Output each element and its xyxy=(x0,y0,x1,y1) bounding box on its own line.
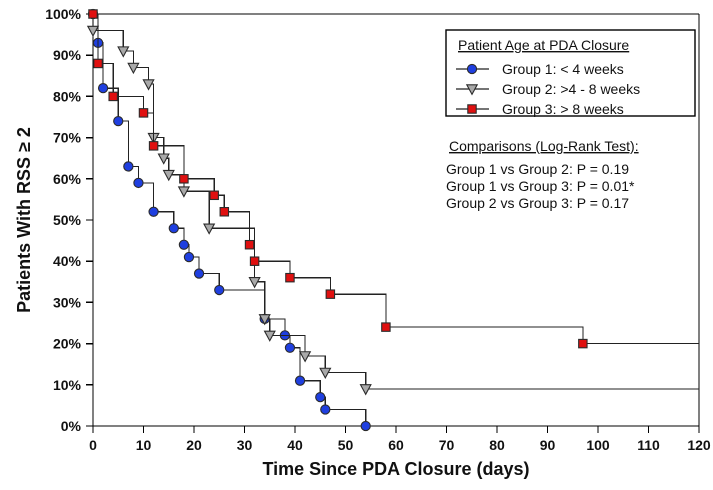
y-tick-label: 30% xyxy=(53,294,82,310)
series-line-group-3 xyxy=(93,13,699,345)
group-3-point xyxy=(138,108,149,118)
group-2-point xyxy=(157,153,170,165)
group-2-point xyxy=(359,384,372,396)
x-axis-title: Time Since PDA Closure (days) xyxy=(262,459,529,479)
group-2-point xyxy=(86,25,100,38)
x-tick-label: 20 xyxy=(186,437,202,453)
group-3-point xyxy=(249,256,260,266)
y-axis-title: Patients With RSS ≥ 2 xyxy=(14,127,34,313)
group-3-point xyxy=(381,322,391,332)
group-1-point xyxy=(193,268,205,279)
y-tick-label: 100% xyxy=(45,6,81,22)
group-1-point xyxy=(320,404,331,415)
x-tick-label: 80 xyxy=(489,437,505,453)
group-3-point xyxy=(578,338,588,349)
group-3-point xyxy=(219,207,230,217)
y-tick-label: 80% xyxy=(53,88,82,104)
series-group-1 xyxy=(87,8,371,432)
y-tick-label: 60% xyxy=(53,171,82,187)
group-3-point xyxy=(148,141,159,151)
y-tick-label: 40% xyxy=(53,253,82,269)
group-3-point xyxy=(285,272,295,283)
group-2-point xyxy=(258,314,271,326)
comparisons-block: Comparisons (Log-Rank Test): Group 1 vs G… xyxy=(446,138,639,211)
group-2-point xyxy=(248,277,261,289)
legend: Patient Age at PDA Closure Group 1: < 4 w… xyxy=(445,29,696,117)
axes: 0% 10% 20% 30% 40% 50% 60% 70% 80% 90% 100% 0 10 20 30… xyxy=(45,6,711,453)
legend-marker-group-2 xyxy=(465,84,479,96)
legend-label-group-3: Group 3: > 8 weeks xyxy=(502,101,624,117)
x-tick-label: 120 xyxy=(687,437,711,453)
series-group-2 xyxy=(86,25,699,396)
legend-label-group-2: Group 2: >4 - 8 weeks xyxy=(502,81,640,97)
group-1-point xyxy=(113,115,124,127)
group-1-point xyxy=(148,206,159,217)
group-2-point xyxy=(319,367,332,379)
group-1-point xyxy=(97,83,109,94)
legend-marker-group-1 xyxy=(466,63,478,75)
group-3-point xyxy=(244,239,255,250)
group-1-point xyxy=(214,284,225,296)
y-tick-label: 20% xyxy=(53,336,82,352)
group-1-point xyxy=(133,177,144,189)
comparison-line-1: Group 1 vs Group 2: P = 0.19 xyxy=(446,161,629,177)
x-tick-label: 30 xyxy=(237,437,253,453)
x-tick-label: 100 xyxy=(586,437,610,453)
group-3-point xyxy=(108,91,118,102)
x-tick-label: 10 xyxy=(136,437,152,453)
group-3-point xyxy=(179,174,189,184)
group-2-point xyxy=(203,223,216,235)
y-tick-label: 10% xyxy=(53,377,82,393)
series-layer xyxy=(86,8,699,432)
comparison-line-2: Group 1 vs Group 3: P = 0.01* xyxy=(446,178,635,194)
x-tick-label: 50 xyxy=(338,437,354,453)
group-2-point xyxy=(298,351,312,363)
group-3-point xyxy=(209,190,219,201)
x-tick-label: 90 xyxy=(540,437,556,453)
x-tick-label: 0 xyxy=(89,437,97,453)
group-3-point xyxy=(325,289,336,299)
group-3-point xyxy=(93,58,103,69)
group-2-point xyxy=(127,62,140,75)
y-tick-label: 0% xyxy=(61,418,82,434)
x-tick-label: 40 xyxy=(287,437,303,453)
y-tick-label: 90% xyxy=(53,47,82,63)
y-tick-label: 70% xyxy=(53,130,82,146)
series-group-3 xyxy=(88,9,699,349)
group-1-point xyxy=(360,420,371,432)
group-1-point xyxy=(315,392,326,403)
group-2-point xyxy=(263,330,276,342)
group-1-point xyxy=(294,375,306,386)
x-tick-label: 70 xyxy=(439,437,455,453)
legend-title: Patient Age at PDA Closure xyxy=(458,37,629,53)
chart-frame xyxy=(93,13,700,426)
comparison-line-3: Group 2 vs Group 3: P = 0.17 xyxy=(446,195,629,211)
group-1-point xyxy=(178,239,190,250)
legend-label-group-1: Group 1: < 4 weeks xyxy=(502,61,624,77)
y-tick-label: 50% xyxy=(53,212,82,228)
group-2-point xyxy=(162,169,175,182)
legend-marker-group-3 xyxy=(467,104,477,114)
legend-box xyxy=(445,29,696,117)
group-1-point xyxy=(168,223,179,234)
x-tick-label: 60 xyxy=(388,437,404,453)
comparisons-title: Comparisons (Log-Rank Test): xyxy=(449,138,639,154)
group-2-point xyxy=(142,79,155,91)
group-1-point xyxy=(183,251,195,263)
group-2-point xyxy=(117,46,130,58)
x-tick-label: 110 xyxy=(637,437,660,453)
group-2-point xyxy=(177,186,191,198)
group-1-point xyxy=(123,161,134,172)
group-3-point xyxy=(88,9,98,19)
group-1-point xyxy=(284,342,296,353)
